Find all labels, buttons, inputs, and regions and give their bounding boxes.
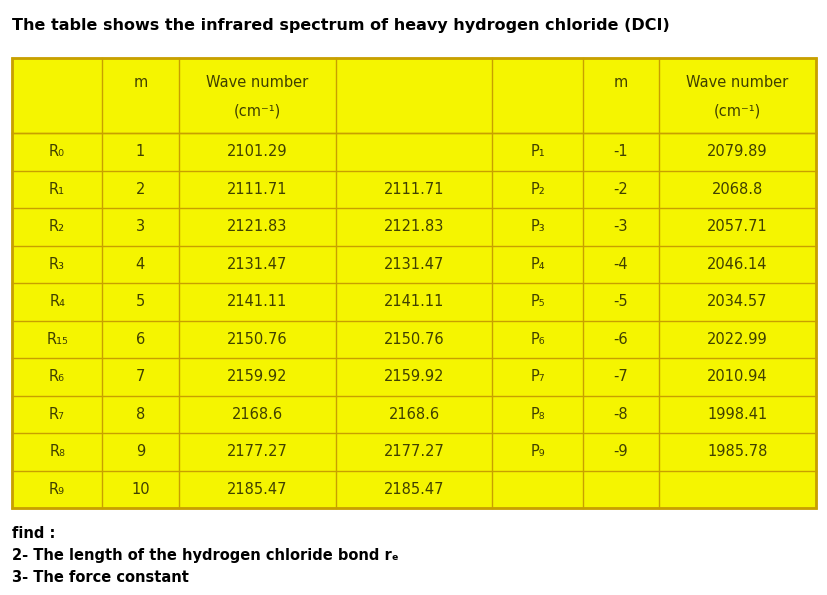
Text: 1998.41: 1998.41 — [706, 407, 767, 422]
Text: 2141.11: 2141.11 — [384, 295, 443, 309]
Text: 2022.99: 2022.99 — [706, 332, 767, 347]
Text: -2: -2 — [613, 181, 628, 197]
Text: P₆: P₆ — [529, 332, 544, 347]
Text: 2159.92: 2159.92 — [383, 369, 444, 384]
Text: P₃: P₃ — [529, 219, 544, 234]
Text: 2168.6: 2168.6 — [232, 407, 282, 422]
Text: 2177.27: 2177.27 — [383, 444, 444, 459]
Text: 6: 6 — [136, 332, 145, 347]
Text: 2- The length of the hydrogen chloride bond rₑ: 2- The length of the hydrogen chloride b… — [12, 548, 399, 563]
Text: 1985.78: 1985.78 — [706, 444, 767, 459]
Text: R₀: R₀ — [49, 144, 65, 159]
Text: 2159.92: 2159.92 — [227, 369, 287, 384]
Text: -9: -9 — [613, 444, 628, 459]
Text: -8: -8 — [613, 407, 628, 422]
Text: 4: 4 — [136, 257, 145, 272]
Text: 2121.83: 2121.83 — [384, 219, 443, 234]
Text: 2: 2 — [136, 181, 145, 197]
Text: 3: 3 — [136, 219, 145, 234]
Text: R₁: R₁ — [49, 181, 65, 197]
Text: Wave number: Wave number — [206, 75, 308, 90]
Text: P₇: P₇ — [529, 369, 544, 384]
Text: find :: find : — [12, 526, 55, 541]
Text: 10: 10 — [131, 482, 150, 497]
Text: -1: -1 — [613, 144, 628, 159]
Text: 2010.94: 2010.94 — [706, 369, 767, 384]
Text: 2068.8: 2068.8 — [711, 181, 762, 197]
Text: P₉: P₉ — [529, 444, 544, 459]
Text: 5: 5 — [136, 295, 145, 309]
Text: R₉: R₉ — [49, 482, 65, 497]
Text: R₃: R₃ — [49, 257, 65, 272]
Text: R₆: R₆ — [49, 369, 65, 384]
Text: P₄: P₄ — [529, 257, 544, 272]
Text: 2101.29: 2101.29 — [227, 144, 287, 159]
Text: R₂: R₂ — [49, 219, 65, 234]
Text: 9: 9 — [136, 444, 145, 459]
Text: 2034.57: 2034.57 — [706, 295, 767, 309]
Text: 2046.14: 2046.14 — [706, 257, 767, 272]
Text: 2141.11: 2141.11 — [227, 295, 287, 309]
Text: The table shows the infrared spectrum of heavy hydrogen chloride (DCI): The table shows the infrared spectrum of… — [12, 18, 669, 33]
Text: 8: 8 — [136, 407, 145, 422]
Text: 1: 1 — [136, 144, 145, 159]
Text: 2121.83: 2121.83 — [227, 219, 287, 234]
Text: -6: -6 — [613, 332, 628, 347]
Text: P₂: P₂ — [529, 181, 544, 197]
Text: 2131.47: 2131.47 — [384, 257, 443, 272]
Text: -3: -3 — [613, 219, 628, 234]
Text: (cm⁻¹): (cm⁻¹) — [713, 103, 760, 118]
Text: (cm⁻¹): (cm⁻¹) — [233, 103, 280, 118]
Text: P₅: P₅ — [529, 295, 544, 309]
Bar — [12, 58, 815, 508]
Text: 2177.27: 2177.27 — [227, 444, 287, 459]
Text: P₁: P₁ — [529, 144, 544, 159]
Text: 2150.76: 2150.76 — [383, 332, 444, 347]
Text: Wave number: Wave number — [686, 75, 787, 90]
Text: m: m — [133, 75, 147, 90]
Text: 2111.71: 2111.71 — [227, 181, 287, 197]
Text: 2057.71: 2057.71 — [706, 219, 767, 234]
Text: R₇: R₇ — [49, 407, 65, 422]
Text: -5: -5 — [613, 295, 628, 309]
Text: 2185.47: 2185.47 — [227, 482, 287, 497]
Text: 3- The force constant: 3- The force constant — [12, 570, 189, 585]
Text: 2168.6: 2168.6 — [388, 407, 439, 422]
Text: -4: -4 — [613, 257, 628, 272]
Text: R₈: R₈ — [49, 444, 65, 459]
Text: R₁₅: R₁₅ — [46, 332, 68, 347]
Text: -7: -7 — [613, 369, 628, 384]
Text: m: m — [613, 75, 627, 90]
Text: 7: 7 — [136, 369, 145, 384]
Text: P₈: P₈ — [529, 407, 544, 422]
Text: 2131.47: 2131.47 — [227, 257, 287, 272]
Text: 2111.71: 2111.71 — [383, 181, 444, 197]
Text: 2185.47: 2185.47 — [383, 482, 444, 497]
Text: 2079.89: 2079.89 — [706, 144, 767, 159]
Text: R₄: R₄ — [49, 295, 65, 309]
Text: 2150.76: 2150.76 — [227, 332, 287, 347]
